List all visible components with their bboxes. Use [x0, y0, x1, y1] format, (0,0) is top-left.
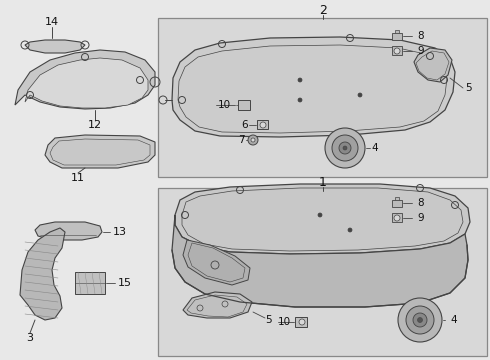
Circle shape [394, 48, 400, 54]
Polygon shape [183, 292, 252, 318]
Text: 5: 5 [265, 315, 271, 325]
Polygon shape [15, 50, 155, 109]
Polygon shape [183, 240, 250, 285]
Text: 13: 13 [113, 227, 127, 237]
Circle shape [394, 215, 400, 221]
Text: 4: 4 [372, 143, 378, 153]
Circle shape [417, 318, 422, 323]
Circle shape [348, 228, 352, 232]
Text: 9: 9 [417, 213, 424, 223]
Text: 12: 12 [88, 120, 102, 130]
Bar [75, 272, 105, 294]
Text: 2: 2 [319, 4, 327, 18]
Text: 5: 5 [465, 83, 471, 93]
Polygon shape [175, 184, 470, 254]
Bar [392, 200, 402, 207]
Polygon shape [35, 222, 102, 240]
Text: 6: 6 [242, 120, 248, 130]
Polygon shape [172, 37, 455, 137]
Circle shape [339, 142, 351, 154]
Polygon shape [25, 58, 148, 108]
Polygon shape [25, 40, 85, 53]
Text: 9: 9 [417, 46, 424, 56]
Polygon shape [45, 135, 155, 168]
Text: 8: 8 [417, 31, 424, 41]
Text: 4: 4 [451, 315, 457, 325]
Circle shape [332, 135, 358, 161]
Bar [395, 197, 399, 200]
Circle shape [343, 146, 347, 150]
Polygon shape [172, 215, 468, 307]
Bar [395, 30, 399, 33]
Circle shape [413, 313, 427, 327]
Bar [392, 33, 402, 40]
Circle shape [318, 213, 322, 217]
Text: 10: 10 [277, 317, 291, 327]
Circle shape [325, 128, 365, 168]
Text: 14: 14 [45, 17, 59, 27]
Text: 7: 7 [238, 135, 245, 145]
Circle shape [248, 135, 258, 145]
Circle shape [260, 122, 266, 128]
Text: 15: 15 [118, 278, 132, 288]
Bar [392, 213, 402, 222]
Text: 3: 3 [26, 333, 33, 343]
Text: 10: 10 [218, 100, 231, 110]
Polygon shape [414, 48, 452, 82]
Text: 11: 11 [71, 173, 85, 183]
Bar [392, 46, 402, 55]
Text: 8: 8 [417, 198, 424, 208]
Text: 1: 1 [319, 176, 327, 189]
Bar [158, 18, 487, 177]
Circle shape [299, 319, 305, 325]
Bar [158, 188, 487, 356]
Polygon shape [20, 228, 65, 320]
Circle shape [398, 298, 442, 342]
Bar [238, 100, 250, 110]
Circle shape [251, 138, 255, 142]
Circle shape [406, 306, 434, 334]
Bar [257, 120, 268, 129]
Circle shape [358, 93, 362, 97]
Circle shape [298, 98, 302, 102]
Bar [295, 317, 307, 327]
Circle shape [298, 78, 302, 82]
